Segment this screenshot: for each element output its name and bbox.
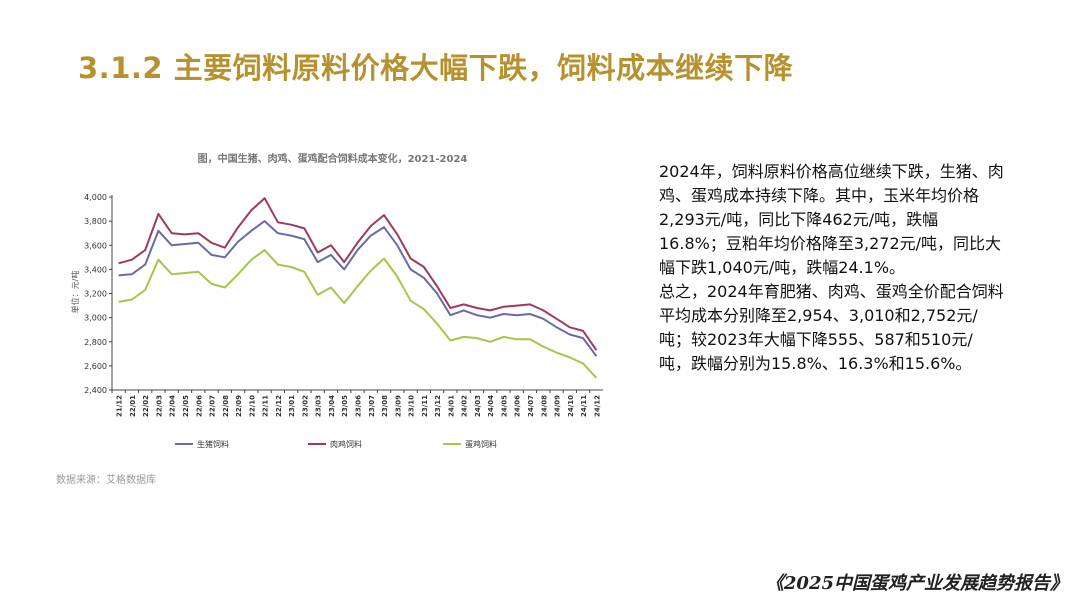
y-tick-label: 3,600 [84, 241, 107, 250]
summary-text: 2024年，饲料原料价格高位继续下跌，生猪、肉鸡、蛋鸡成本持续下降。其中，玉米年… [659, 160, 1004, 376]
x-tick-label: 22/07 [209, 395, 217, 417]
x-tick-label: 22/02 [142, 395, 150, 417]
legend-label: 肉鸡饲料 [330, 439, 362, 449]
y-tick-label: 4,000 [84, 193, 107, 202]
legend-label: 生猪饲料 [197, 439, 229, 449]
x-tick-label: 23/05 [341, 395, 349, 417]
y-tick-label: 3,000 [84, 314, 107, 323]
x-tick-label: 24/06 [514, 395, 522, 417]
y-tick-label: 2,600 [84, 362, 107, 371]
summary-paragraph-1: 2024年，饲料原料价格高位继续下跌，生猪、肉鸡、蛋鸡成本持续下降。其中，玉米年… [659, 162, 1004, 277]
series-line [118, 197, 598, 351]
data-source: 数据来源：艾格数据库 [56, 475, 156, 486]
x-tick-label: 22/05 [182, 395, 190, 417]
x-tick-label: 23/12 [434, 395, 442, 417]
series-line [118, 220, 598, 357]
y-tick-label: 2,800 [84, 338, 107, 347]
y-tick-label: 3,800 [84, 217, 107, 226]
x-tick-label: 22/10 [248, 395, 256, 417]
x-tick-label: 23/09 [394, 395, 402, 417]
x-tick-label: 24/09 [554, 395, 562, 417]
x-tick-label: 24/02 [461, 395, 469, 417]
x-tick-label: 23/04 [328, 395, 336, 417]
y-axis-label: 单位：元/吨 [70, 271, 80, 314]
x-tick-label: 23/06 [355, 395, 363, 417]
chart-title: 图，中国生猪、肉鸡、蛋鸡配合饲料成本变化，2021-2024 [197, 154, 468, 165]
x-tick-label: 24/01 [447, 395, 455, 417]
x-tick-label: 21/12 [116, 395, 124, 417]
x-tick-label: 23/03 [315, 395, 323, 417]
x-tick-label: 23/01 [288, 395, 296, 417]
feed-cost-line-chart: 单位：元/吨 2,400 2,600 2,800 3,000 3,200 3,400 3,6… [70, 193, 603, 449]
x-tick-label: 22/01 [129, 395, 137, 417]
chart-plot-area: 2,400 2,600 2,800 3,000 3,200 3,400 3,600 3,800… [84, 193, 603, 449]
x-tick-label: 23/02 [301, 395, 309, 417]
slide-title: 3.1.2 主要饲料原料价格大幅下跌，饲料成本继续下降 [78, 51, 794, 85]
x-tick-label: 22/04 [169, 395, 177, 417]
x-tick-label: 24/10 [567, 395, 575, 417]
x-tick-label: 22/11 [262, 395, 270, 417]
series-line [118, 249, 598, 379]
x-tick-label: 22/03 [155, 395, 163, 417]
y-tick-label: 3,200 [84, 290, 107, 299]
x-tick-label: 23/08 [381, 395, 389, 417]
report-footer: 《2025中国蛋鸡产业发展趋势报告》 [765, 573, 1068, 594]
x-tick-label: 24/12 [593, 395, 601, 417]
x-tick-label: 23/10 [408, 395, 416, 417]
x-tick-label: 22/09 [235, 395, 243, 417]
x-tick-label: 22/06 [195, 395, 203, 417]
legend-label: 蛋鸡饲料 [465, 439, 497, 449]
x-tick-label: 22/08 [222, 395, 230, 417]
x-tick-label: 24/05 [500, 395, 508, 417]
x-tick-label: 23/07 [368, 395, 376, 417]
x-tick-label: 24/08 [540, 395, 548, 417]
y-tick-label: 3,400 [84, 265, 107, 274]
summary-paragraph-2: 总之，2024年育肥猪、肉鸡、蛋鸡全价配合饲料平均成本分别降至2,954、3,0… [659, 282, 1004, 373]
x-tick-label: 22/12 [275, 395, 283, 417]
x-tick-label: 23/11 [421, 395, 429, 417]
x-tick-label: 24/04 [487, 395, 495, 417]
x-tick-label: 24/11 [580, 395, 588, 417]
x-tick-label: 24/03 [474, 395, 482, 417]
x-tick-label: 24/07 [527, 395, 535, 417]
y-tick-label: 2,400 [84, 386, 107, 395]
